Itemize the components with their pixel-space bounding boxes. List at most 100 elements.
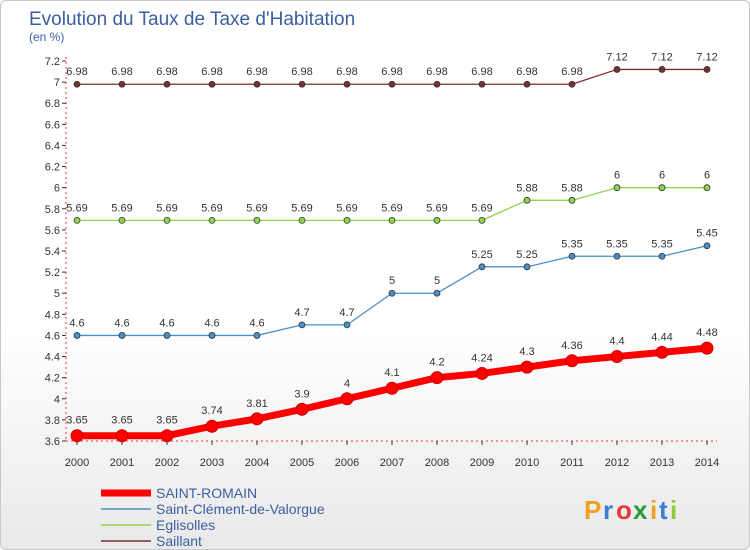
data-point [658, 184, 666, 192]
data-point [253, 216, 261, 224]
x-tick-label: 2007 [380, 457, 404, 469]
data-label: 6.98 [336, 66, 357, 78]
data-point [205, 419, 219, 433]
data-point [343, 80, 351, 88]
data-label: 4.36 [561, 340, 582, 352]
data-point [703, 66, 711, 73]
data-point [568, 80, 576, 88]
logo-letter: x [633, 495, 648, 525]
data-label: 4.6 [204, 317, 219, 329]
logo-letter: i [670, 495, 677, 525]
data-label: 3.65 [111, 415, 132, 427]
logo-letter: i [650, 495, 657, 525]
legend-label: SAINT-ROMAIN [156, 485, 257, 501]
data-point [73, 216, 81, 224]
data-label: 3.65 [156, 415, 177, 427]
logo-letter: r [603, 495, 613, 525]
data-label: 4.6 [69, 317, 84, 329]
data-label: 5.69 [471, 202, 492, 214]
data-label: 4.6 [249, 317, 264, 329]
data-label: 5.69 [336, 202, 357, 214]
data-point [118, 332, 126, 339]
data-label: 6.98 [246, 66, 267, 78]
data-point [613, 66, 621, 73]
data-label: 4.3 [519, 346, 534, 358]
data-point [568, 196, 576, 204]
data-label: 5.88 [561, 182, 582, 194]
data-label: 6.98 [201, 66, 222, 78]
data-label: 6.98 [426, 66, 447, 78]
data-point [343, 216, 351, 224]
data-point [70, 429, 84, 443]
legend-label: Saillant [156, 533, 202, 549]
data-point [703, 184, 711, 192]
data-label: 6.98 [471, 66, 492, 78]
x-tick-label: 2014 [695, 457, 719, 469]
chart-title: Evolution du Taux de Taxe d'Habitation [29, 9, 355, 30]
logo-letter: P [584, 495, 601, 525]
data-point [610, 350, 624, 364]
data-point [295, 402, 309, 416]
data-point [160, 429, 174, 443]
series-saint-cl-ment-de-valorgue: 4.6 4.6 4.6 4.6 4.6 4.7 4.7 5 5 5.25 5.25 5.35 5.35 5… [69, 228, 718, 339]
x-tick-label: 2005 [290, 457, 314, 469]
data-label: 5.25 [516, 249, 537, 261]
data-label: 5.25 [471, 249, 492, 261]
data-label: 6 [704, 170, 710, 182]
y-tick-label: 3.6 [45, 436, 60, 448]
data-point [118, 216, 126, 224]
series-saillant: 6.98 6.98 6.98 6.98 6.98 6.98 6.98 6.98 6.98 6.98… [66, 51, 718, 88]
data-label: 6.98 [66, 66, 87, 78]
y-tick-label: 6.6 [45, 119, 60, 131]
data-label: 7.12 [696, 51, 717, 63]
data-point [478, 263, 486, 271]
y-tick-label: 5.2 [45, 267, 60, 279]
x-tick-label: 2000 [65, 457, 89, 469]
data-point [340, 392, 354, 406]
data-point [388, 216, 396, 224]
series-layer: 6.98 6.98 6.98 6.98 6.98 6.98 6.98 6.98 6.98 6.98… [66, 51, 718, 443]
y-tick-label: 6.4 [45, 140, 60, 152]
x-tick-label: 2008 [425, 457, 449, 469]
data-point [118, 80, 126, 88]
y-tick-label: 4.6 [45, 330, 60, 342]
data-label: 4.48 [696, 327, 717, 339]
legend-label: Saint-Clément-de-Valorgue [156, 501, 325, 517]
x-tick-label: 2002 [155, 457, 179, 469]
y-tick-label: 7.2 [45, 56, 60, 68]
logo-letter: t [659, 495, 668, 525]
data-label: 5.69 [291, 202, 312, 214]
y-tick-label: 5.8 [45, 204, 60, 216]
data-point [163, 80, 171, 88]
data-point [388, 289, 396, 297]
data-point [655, 345, 669, 359]
x-tick-label: 2013 [650, 457, 674, 469]
data-label: 5.35 [561, 238, 582, 250]
logo-letter: o [616, 495, 632, 525]
x-tick-label: 2009 [470, 457, 494, 469]
data-label: 4.6 [114, 317, 129, 329]
y-tick-label: 7 [54, 77, 60, 89]
data-label: 4.44 [651, 331, 672, 343]
data-label: 6 [659, 170, 665, 182]
y-tick-label: 5 [54, 288, 60, 300]
data-point [568, 252, 576, 260]
legend-label: Eglisolles [156, 517, 215, 533]
data-point [163, 216, 171, 224]
data-label: 6.98 [111, 66, 132, 78]
data-label: 4 [344, 378, 350, 390]
data-point [478, 80, 486, 88]
data-point [523, 263, 531, 271]
data-label: 3.65 [66, 415, 87, 427]
data-point [658, 66, 666, 73]
axes: 3.6 3.8 4 4.2 4.4 4.6 4.8 5 5.2 5.4 5.6 5.8 6 6.2 6.4 6… [45, 56, 720, 469]
data-point [343, 321, 351, 329]
data-point [433, 289, 441, 297]
y-tick-label: 4.8 [45, 309, 60, 321]
data-point [478, 216, 486, 224]
y-tick-label: 6.8 [45, 98, 60, 110]
data-point [253, 332, 261, 339]
data-label: 4.6 [159, 317, 174, 329]
